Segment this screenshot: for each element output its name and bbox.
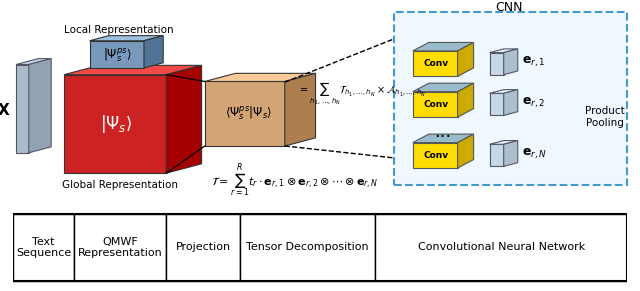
Text: $\mathbf{e}_{r,N}$: $\mathbf{e}_{r,N}$	[522, 147, 547, 161]
Polygon shape	[504, 49, 518, 75]
Text: $\mathcal{T} = \sum_{r=1}^{R} t_r \cdot \mathbf{e}_{r,1} \otimes \mathbf{e}_{r,2: $\mathcal{T} = \sum_{r=1}^{R} t_r \cdot …	[211, 163, 379, 200]
Polygon shape	[504, 90, 518, 116]
FancyBboxPatch shape	[13, 214, 74, 281]
Polygon shape	[413, 51, 458, 77]
Polygon shape	[413, 92, 458, 117]
Polygon shape	[413, 42, 474, 51]
FancyBboxPatch shape	[375, 214, 627, 281]
Text: Global Representation: Global Representation	[61, 180, 178, 190]
Text: $= \sum_{h_1,\ldots,h_N} \mathcal{T}_{h_1,\ldots,h_N} \times \mathcal{A}_{h_1,\l: $= \sum_{h_1,\ldots,h_N} \mathcal{T}_{h_…	[298, 80, 426, 107]
Polygon shape	[90, 36, 163, 41]
Polygon shape	[285, 73, 316, 146]
Polygon shape	[413, 143, 458, 168]
Polygon shape	[16, 58, 51, 65]
Text: Text
Sequence: Text Sequence	[16, 237, 71, 258]
Polygon shape	[90, 41, 144, 68]
Polygon shape	[490, 53, 504, 75]
Text: ...: ...	[435, 123, 451, 141]
Text: Conv: Conv	[424, 100, 449, 109]
Text: $\mathbf{e}_{r,2}$: $\mathbf{e}_{r,2}$	[522, 96, 545, 110]
Text: Local Representation: Local Representation	[63, 25, 173, 35]
Text: X: X	[0, 103, 9, 118]
FancyBboxPatch shape	[74, 214, 166, 281]
Polygon shape	[458, 42, 474, 77]
Text: $\langle\Psi_s^{ps}|\Psi_s\rangle$: $\langle\Psi_s^{ps}|\Psi_s\rangle$	[225, 105, 272, 123]
FancyBboxPatch shape	[394, 12, 627, 185]
Polygon shape	[458, 83, 474, 117]
Polygon shape	[166, 65, 202, 173]
Polygon shape	[490, 144, 504, 166]
FancyBboxPatch shape	[166, 214, 240, 281]
Text: Tensor Decomposition: Tensor Decomposition	[246, 242, 369, 252]
Text: Convolutional Neural Network: Convolutional Neural Network	[418, 242, 585, 252]
Polygon shape	[413, 83, 474, 92]
Text: Conv: Conv	[424, 151, 449, 160]
Polygon shape	[205, 73, 316, 81]
Text: $\mathbf{e}_{r,1}$: $\mathbf{e}_{r,1}$	[522, 55, 545, 69]
Polygon shape	[29, 58, 51, 153]
Polygon shape	[490, 49, 518, 53]
Polygon shape	[413, 134, 474, 143]
Polygon shape	[490, 141, 518, 144]
Polygon shape	[64, 75, 166, 173]
Polygon shape	[490, 93, 504, 116]
Text: Projection: Projection	[176, 242, 231, 252]
Polygon shape	[64, 65, 202, 75]
Text: $|\Psi_s\rangle$: $|\Psi_s\rangle$	[100, 113, 132, 135]
Text: Conv: Conv	[424, 59, 449, 68]
FancyBboxPatch shape	[240, 214, 375, 281]
Text: CNN: CNN	[495, 1, 522, 14]
Polygon shape	[16, 65, 29, 153]
Text: Product
Pooling: Product Pooling	[585, 106, 625, 128]
Polygon shape	[458, 134, 474, 168]
Polygon shape	[144, 36, 163, 68]
Text: QMWF
Representation: QMWF Representation	[78, 237, 163, 258]
Polygon shape	[490, 90, 518, 93]
Text: $|\Psi_s^{ps}\rangle$: $|\Psi_s^{ps}\rangle$	[103, 46, 131, 64]
Polygon shape	[504, 141, 518, 166]
Polygon shape	[205, 81, 285, 146]
